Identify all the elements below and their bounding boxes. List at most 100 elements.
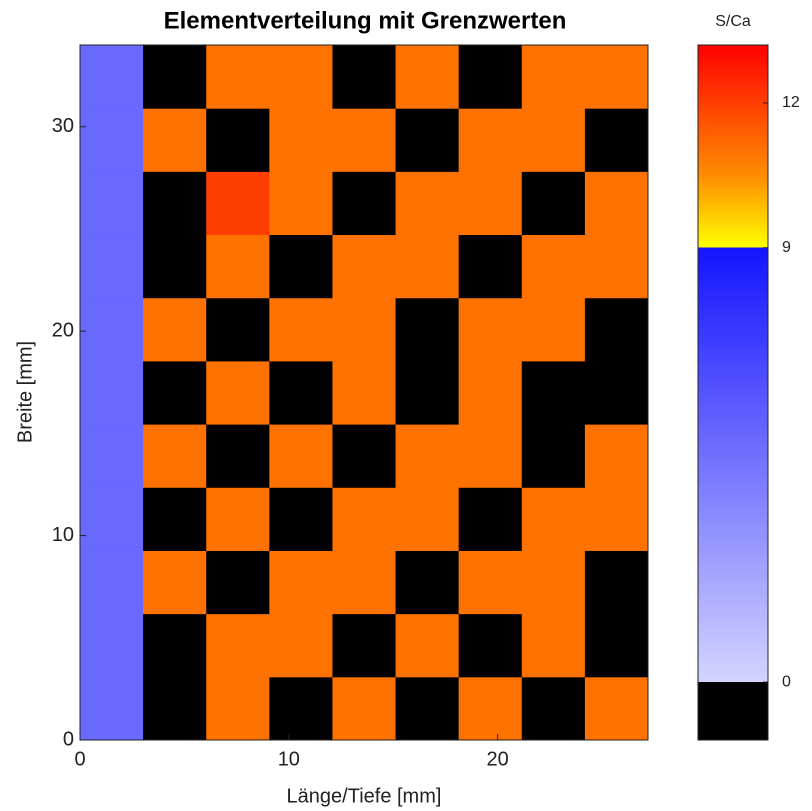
heatmap-cell: [332, 171, 397, 236]
heatmap-cell: [332, 234, 397, 299]
heatmap-cell: [80, 45, 144, 109]
heatmap-cell: [458, 45, 523, 109]
heatmap-cell: [80, 108, 144, 172]
heatmap-cell: [206, 550, 270, 615]
heatmap-cell: [269, 676, 333, 741]
heatmap-cell: [332, 613, 397, 678]
heatmap-cell: [80, 487, 144, 551]
x-axis-label: Länge/Tiefe [mm]: [287, 785, 442, 807]
heatmap-cell: [584, 45, 649, 109]
plot-frame: [79, 44, 649, 741]
heatmap-cell: [269, 613, 333, 678]
y-tick-label: 20: [52, 319, 74, 341]
heatmap-cell: [584, 487, 649, 551]
heatmap-cell: [584, 550, 649, 615]
heatmap-cell: [143, 676, 207, 741]
heatmap-cell: [332, 108, 397, 172]
heatmap-cell: [143, 613, 207, 678]
y-tick-label: 10: [52, 524, 74, 546]
heatmap-cell: [584, 424, 649, 488]
heatmap-cell: [269, 424, 333, 488]
heatmap-cell: [395, 676, 460, 741]
heatmap-cell: [143, 45, 207, 109]
heatmap-cell: [332, 297, 397, 362]
heatmap-cell: [269, 108, 333, 172]
heatmap-cell: [206, 424, 270, 488]
heatmap-cell: [206, 45, 270, 109]
heatmap-cell: [521, 550, 586, 615]
colorbar-tick-label: 0: [782, 673, 791, 690]
heatmap-cell: [395, 550, 460, 615]
heatmap-cell: [80, 550, 144, 615]
heatmap-cell: [206, 171, 270, 236]
heatmap-cell: [521, 613, 586, 678]
colorbar-label: S/Ca: [715, 13, 751, 30]
heatmap-cell: [395, 297, 460, 362]
heatmap-cell: [521, 487, 586, 551]
heatmap-cell: [269, 297, 333, 362]
heatmap-cell: [395, 108, 460, 172]
heatmap-cell: [269, 487, 333, 551]
heatmap-cell: [521, 171, 586, 236]
heatmap-cell: [143, 424, 207, 488]
heatmap-cell: [80, 613, 144, 678]
heatmap-cell: [395, 487, 460, 551]
heatmap-cell: [395, 171, 460, 236]
heatmap-cell: [521, 360, 586, 425]
heatmap-cell: [521, 676, 586, 741]
heatmap-cell: [206, 676, 270, 741]
heatmap-cell: [269, 360, 333, 425]
heatmap-cell: [143, 234, 207, 299]
heatmap-cell: [458, 108, 523, 172]
heatmap-cell: [458, 613, 523, 678]
heatmap-cell: [269, 234, 333, 299]
heatmap-cell: [80, 234, 144, 299]
heatmap-cell: [395, 234, 460, 299]
heatmap-cell: [395, 360, 460, 425]
heatmap-cell: [584, 360, 649, 425]
heatmap-cell: [269, 550, 333, 615]
colorbar-tick-label: 12: [782, 94, 800, 111]
heatmap-cell: [80, 297, 144, 362]
heatmap-cell: [269, 45, 333, 109]
x-tick-label: 0: [74, 748, 85, 770]
heatmap-cell: [206, 613, 270, 678]
heatmap-cell: [584, 613, 649, 678]
heatmap-cell: [143, 108, 207, 172]
heatmap-cell: [143, 171, 207, 236]
heatmap-cell: [395, 613, 460, 678]
heatmap-cell: [395, 424, 460, 488]
heatmap-cell: [584, 297, 649, 362]
heatmap-cell: [395, 45, 460, 109]
heatmap-cell: [332, 360, 397, 425]
heatmap-cell: [332, 487, 397, 551]
heatmap-cell: [332, 676, 397, 741]
heatmap-cell: [584, 234, 649, 299]
chart-title: Elementverteilung mit Grenzwerten: [164, 7, 567, 34]
heatmap-cell: [206, 234, 270, 299]
heatmap-cell: [332, 424, 397, 488]
x-tick-label: 20: [487, 748, 509, 770]
heatmap-cell: [206, 487, 270, 551]
heatmap-cell: [80, 424, 144, 488]
heatmap-cell: [206, 360, 270, 425]
heatmap-cell: [143, 360, 207, 425]
heatmap-cell: [269, 171, 333, 236]
heatmap-cell: [80, 676, 144, 741]
heatmap-cell: [332, 45, 397, 109]
heatmap-cell: [584, 108, 649, 172]
heatmap-cell: [458, 550, 523, 615]
heatmap-cell: [584, 171, 649, 236]
heatmap-cell: [521, 45, 586, 109]
heatmap-cell: [458, 424, 523, 488]
heatmap-cell: [521, 108, 586, 172]
heatmap-cell: [458, 360, 523, 425]
y-tick-label: 30: [52, 115, 74, 137]
heatmap-cell: [458, 676, 523, 741]
heatmap-cell: [521, 424, 586, 488]
heatmap-cell: [143, 297, 207, 362]
heatmap-cell: [80, 171, 144, 236]
heatmap-cell: [521, 234, 586, 299]
heatmap-cell: [584, 676, 649, 741]
